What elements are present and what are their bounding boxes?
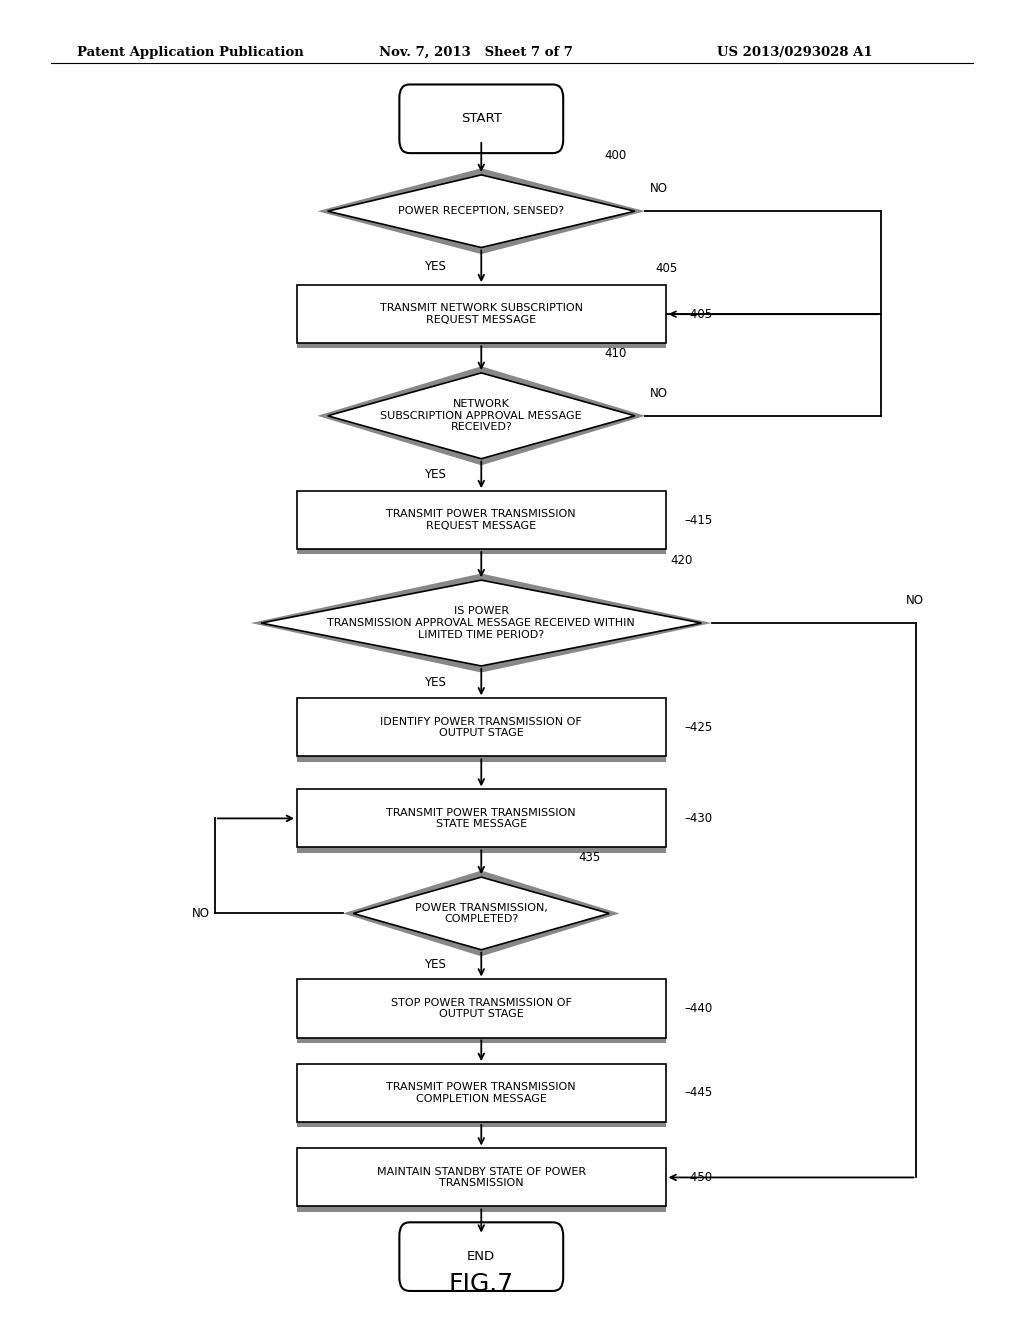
FancyBboxPatch shape — [399, 84, 563, 153]
Text: IS POWER
TRANSMISSION APPROVAL MESSAGE RECEIVED WITHIN
LIMITED TIME PERIOD?: IS POWER TRANSMISSION APPROVAL MESSAGE R… — [328, 606, 635, 640]
Text: STOP POWER TRANSMISSION OF
OUTPUT STAGE: STOP POWER TRANSMISSION OF OUTPUT STAGE — [391, 998, 571, 1019]
Polygon shape — [353, 876, 609, 950]
Text: YES: YES — [424, 469, 446, 482]
Text: TRANSMIT NETWORK SUBSCRIPTION
REQUEST MESSAGE: TRANSMIT NETWORK SUBSCRIPTION REQUEST ME… — [380, 304, 583, 325]
Text: 435: 435 — [579, 851, 601, 863]
Text: MAINTAIN STANDBY STATE OF POWER
TRANSMISSION: MAINTAIN STANDBY STATE OF POWER TRANSMIS… — [377, 1167, 586, 1188]
Polygon shape — [328, 372, 635, 458]
Text: –430: –430 — [684, 812, 712, 825]
Polygon shape — [328, 176, 635, 248]
Text: POWER TRANSMISSION,
COMPLETED?: POWER TRANSMISSION, COMPLETED? — [415, 903, 548, 924]
Text: –450: –450 — [684, 1171, 712, 1184]
Polygon shape — [343, 871, 620, 956]
Text: TRANSMIT POWER TRANSMISSION
STATE MESSAGE: TRANSMIT POWER TRANSMISSION STATE MESSAG… — [386, 808, 577, 829]
FancyBboxPatch shape — [297, 789, 666, 847]
FancyBboxPatch shape — [297, 698, 666, 762]
FancyBboxPatch shape — [297, 979, 666, 1043]
Text: TRANSMIT POWER TRANSMISSION
REQUEST MESSAGE: TRANSMIT POWER TRANSMISSION REQUEST MESS… — [386, 510, 577, 531]
Polygon shape — [317, 366, 645, 465]
FancyBboxPatch shape — [297, 1064, 666, 1122]
FancyBboxPatch shape — [297, 789, 666, 853]
Text: START: START — [461, 112, 502, 125]
Text: 400: 400 — [604, 149, 627, 162]
Text: END: END — [467, 1250, 496, 1263]
Polygon shape — [317, 169, 645, 253]
Text: POWER RECEPTION, SENSED?: POWER RECEPTION, SENSED? — [398, 206, 564, 216]
Polygon shape — [251, 573, 712, 672]
FancyBboxPatch shape — [297, 979, 666, 1038]
FancyBboxPatch shape — [297, 285, 666, 348]
Text: FIG.7: FIG.7 — [449, 1272, 514, 1296]
Text: –445: –445 — [684, 1086, 713, 1100]
Text: Nov. 7, 2013   Sheet 7 of 7: Nov. 7, 2013 Sheet 7 of 7 — [379, 46, 572, 59]
Text: 420: 420 — [671, 554, 693, 568]
Text: –405: –405 — [684, 308, 712, 321]
Text: –415: –415 — [684, 513, 713, 527]
Text: US 2013/0293028 A1: US 2013/0293028 A1 — [717, 46, 872, 59]
Text: NO: NO — [191, 907, 210, 920]
FancyBboxPatch shape — [297, 491, 666, 549]
Polygon shape — [261, 581, 701, 665]
FancyBboxPatch shape — [297, 491, 666, 554]
FancyBboxPatch shape — [399, 1222, 563, 1291]
Text: NO: NO — [650, 387, 669, 400]
Text: NO: NO — [650, 182, 669, 195]
Text: YES: YES — [424, 958, 446, 972]
FancyBboxPatch shape — [297, 1148, 666, 1206]
Text: 405: 405 — [655, 261, 678, 275]
Text: Patent Application Publication: Patent Application Publication — [77, 46, 303, 59]
Text: –440: –440 — [684, 1002, 713, 1015]
Text: NO: NO — [906, 594, 925, 607]
FancyBboxPatch shape — [297, 285, 666, 343]
FancyBboxPatch shape — [297, 1148, 666, 1212]
Text: IDENTIFY POWER TRANSMISSION OF
OUTPUT STAGE: IDENTIFY POWER TRANSMISSION OF OUTPUT ST… — [380, 717, 583, 738]
Text: YES: YES — [424, 260, 446, 273]
Text: –425: –425 — [684, 721, 713, 734]
Text: YES: YES — [424, 676, 446, 689]
Text: 410: 410 — [604, 347, 627, 359]
FancyBboxPatch shape — [297, 698, 666, 756]
FancyBboxPatch shape — [297, 1064, 666, 1127]
Text: TRANSMIT POWER TRANSMISSION
COMPLETION MESSAGE: TRANSMIT POWER TRANSMISSION COMPLETION M… — [386, 1082, 577, 1104]
Text: NETWORK
SUBSCRIPTION APPROVAL MESSAGE
RECEIVED?: NETWORK SUBSCRIPTION APPROVAL MESSAGE RE… — [381, 399, 582, 433]
